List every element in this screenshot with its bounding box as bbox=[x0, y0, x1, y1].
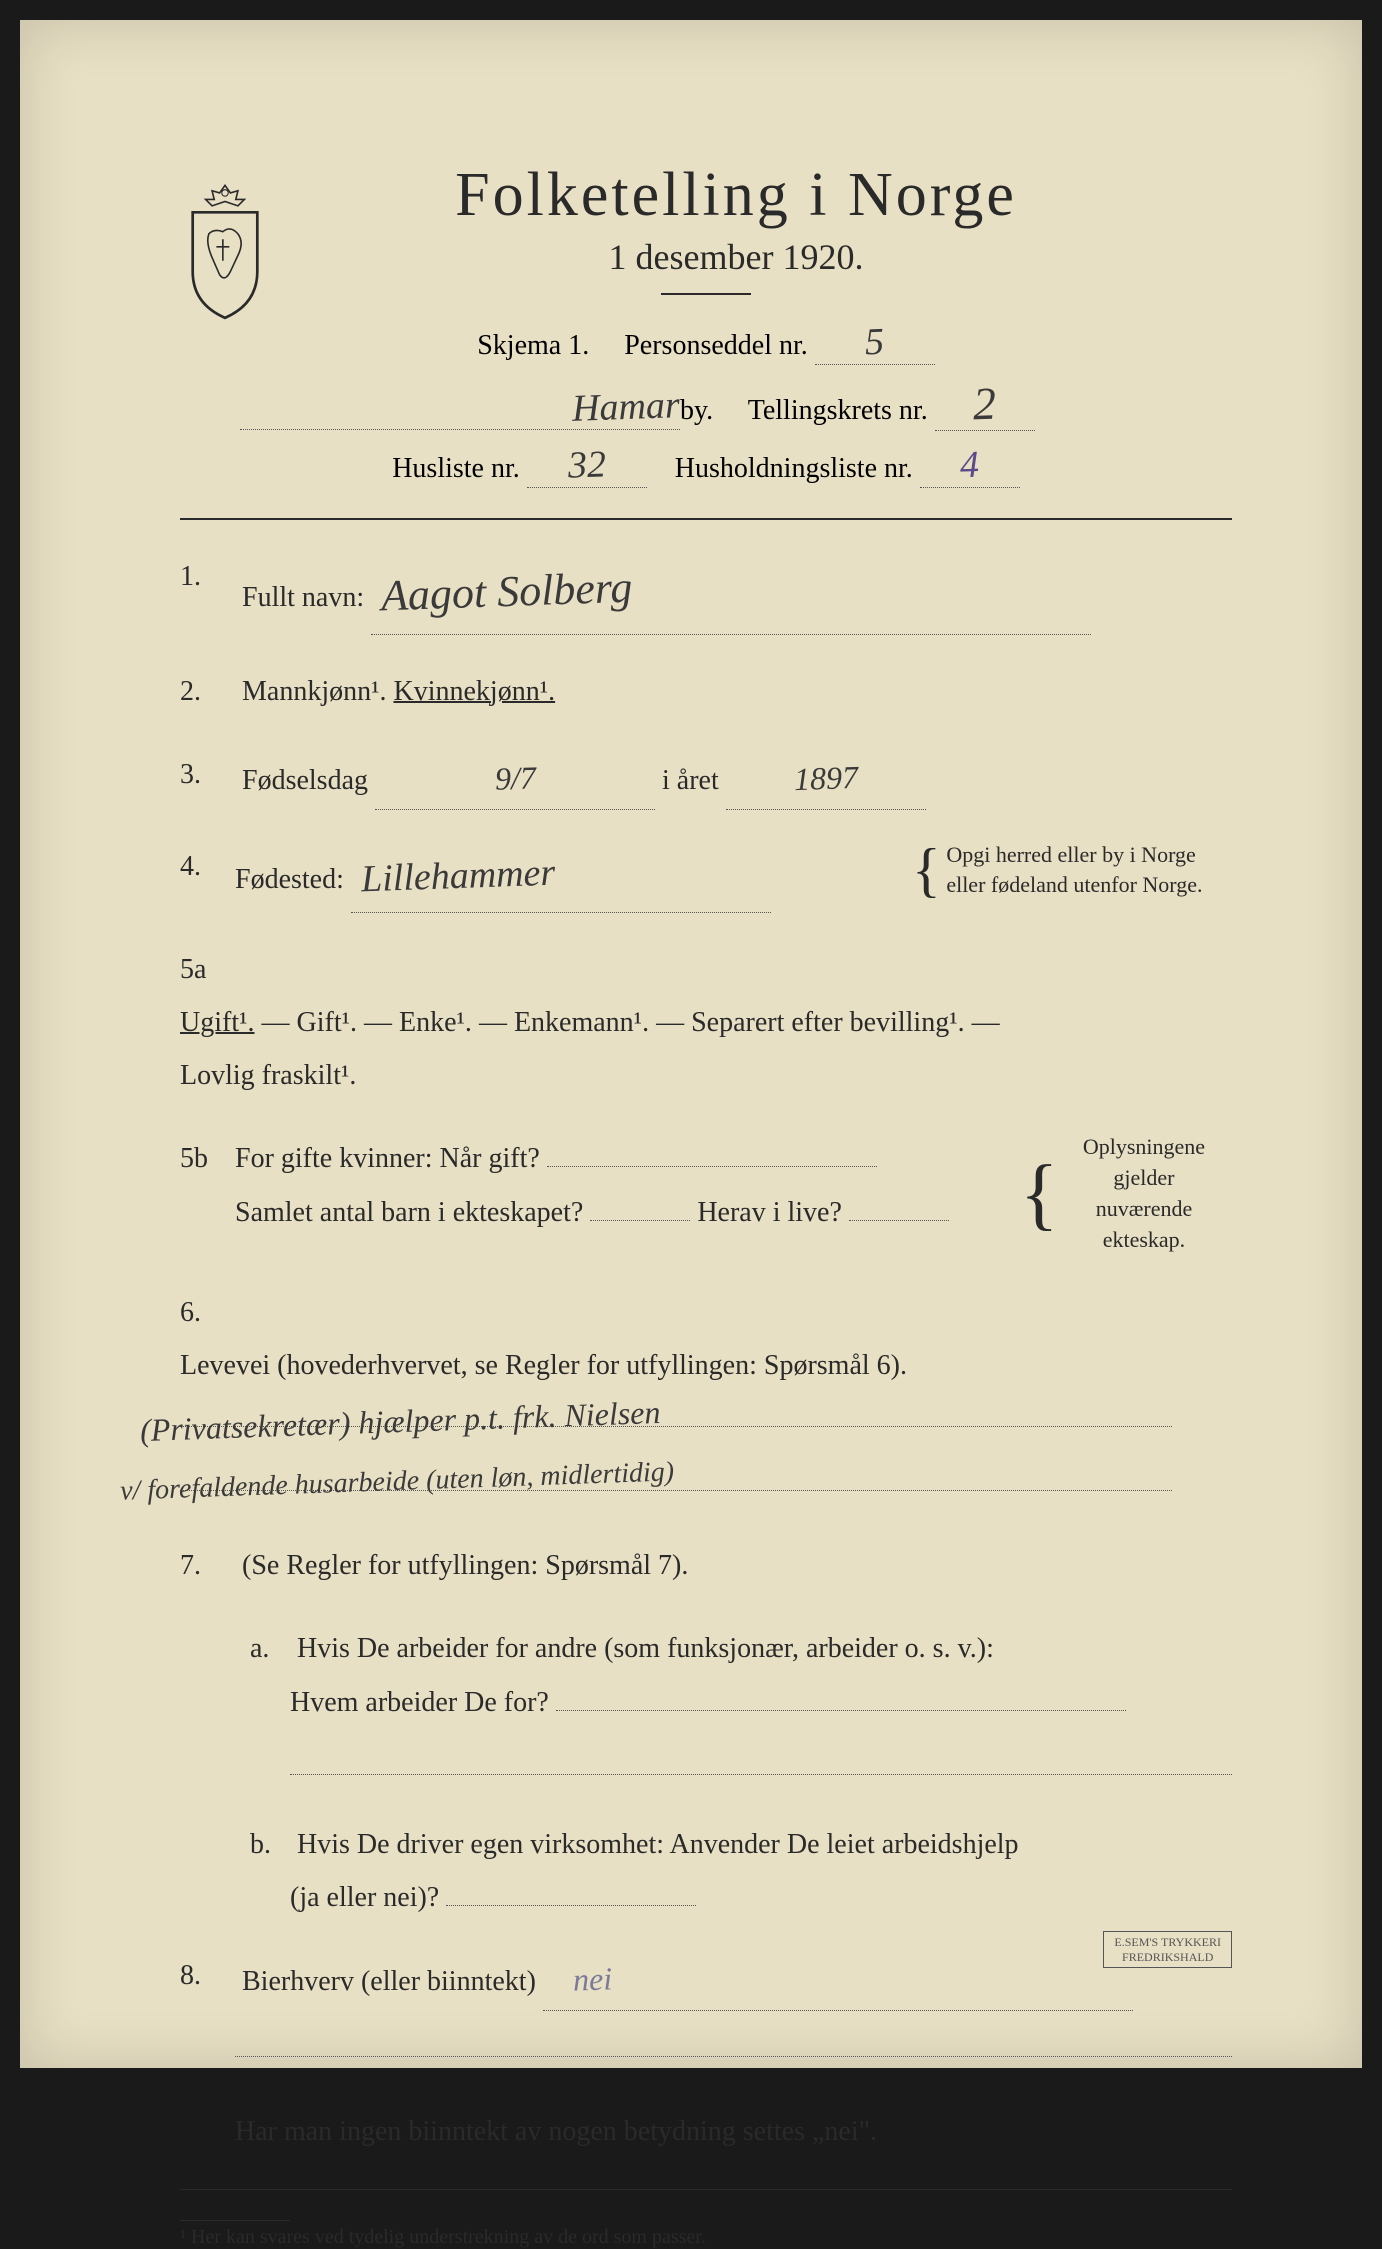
q5a-enkemann: Enkemann¹. bbox=[514, 1007, 649, 1038]
q4-label: Fødested: bbox=[235, 864, 344, 895]
personseddel-value: 5 bbox=[865, 320, 886, 365]
q3-num: 3. bbox=[180, 748, 235, 801]
q1-num: 1. bbox=[180, 550, 235, 603]
question-2: 2. Mannkjønn¹. Kvinnekjønn¹. bbox=[180, 665, 1232, 718]
q5a-separert: Separert efter bevilling¹. bbox=[691, 1007, 965, 1038]
q5a-num: 5a bbox=[180, 943, 235, 996]
footnote-section: ¹ Her kan svares ved tydelig understrekn… bbox=[180, 2220, 1232, 2249]
q7a-text1: Hvis De arbeider for andre (som funksjon… bbox=[297, 1633, 994, 1664]
main-divider bbox=[180, 518, 1232, 520]
q8-num: 8. bbox=[180, 1949, 235, 2002]
q4-note2: eller fødeland utenfor Norge. bbox=[946, 872, 1202, 897]
header-divider bbox=[661, 293, 751, 295]
question-5b: 5b For gifte kvinner: Når gift? Samlet a… bbox=[180, 1132, 1232, 1255]
tellingskrets-value: 2 bbox=[972, 377, 997, 431]
q7a-label: a. bbox=[250, 1622, 290, 1675]
q5b-note1: Oplysningene bbox=[1083, 1134, 1205, 1159]
q7b-text1: Hvis De driver egen virksomhet: Anvender… bbox=[297, 1829, 1019, 1860]
question-8: 8. Bierhverv (eller biinntekt) nei bbox=[180, 1949, 1232, 2075]
q3-label: Fødselsdag bbox=[242, 765, 368, 796]
q4-num: 4. bbox=[180, 840, 235, 893]
biinntekt-note: Har man ingen biinntekt av nogen betydni… bbox=[235, 2116, 877, 2147]
tellingskrets-label: Tellingskrets nr. bbox=[748, 395, 928, 426]
stamp-line2: FREDRIKSHALD bbox=[1122, 1950, 1213, 1964]
q7b-label: b. bbox=[250, 1818, 290, 1871]
q5a-gift: Gift¹. bbox=[297, 1007, 358, 1038]
question-6: 6. Levevei (hovederhvervet, se Regler fo… bbox=[180, 1286, 1232, 1510]
question-4: 4. Fødested: Lillehammer { Opgi herred e… bbox=[180, 840, 1232, 913]
q1-value: Aagot Solberg bbox=[380, 546, 634, 638]
footer-note: Har man ingen biinntekt av nogen betydni… bbox=[235, 2105, 1232, 2158]
q8-value: nei bbox=[572, 1949, 613, 2011]
q2-mann: Mannkjønn¹. bbox=[242, 676, 387, 707]
by-value: Hamar bbox=[572, 383, 681, 431]
q5a-enke: Enke¹. bbox=[399, 1007, 472, 1038]
q5b-label1: For gifte kvinner: Når gift? bbox=[235, 1143, 540, 1174]
q5a-ugift: Ugift¹. bbox=[180, 1007, 255, 1038]
q5b-label3: Herav i live? bbox=[697, 1197, 842, 1228]
question-5a: 5a Ugift¹. — Gift¹. — Enke¹. — Enkemann¹… bbox=[180, 943, 1232, 1103]
meta-block: Skjema 1. Personseddel nr. 5 Hamar by. T… bbox=[180, 320, 1232, 488]
by-label: by. bbox=[680, 395, 713, 426]
bottom-divider bbox=[180, 2189, 1232, 2190]
census-form-page: Folketelling i Norge 1 desember 1920. Sk… bbox=[20, 20, 1362, 2068]
q1-label: Fullt navn: bbox=[242, 582, 364, 613]
husholdning-label: Husholdningsliste nr. bbox=[675, 453, 913, 484]
q5b-label2: Samlet antal barn i ekteskapet? bbox=[235, 1197, 583, 1228]
q5b-num: 5b bbox=[180, 1132, 235, 1185]
personseddel-label: Personseddel nr. bbox=[624, 330, 808, 361]
q2-kvinne: Kvinnekjønn¹. bbox=[394, 676, 556, 707]
question-7a: a. Hvis De arbeider for andre (som funks… bbox=[250, 1622, 1232, 1793]
q7-num: 7. bbox=[180, 1539, 235, 1592]
q7-label: (Se Regler for utfyllingen: Spørsmål 7). bbox=[242, 1550, 688, 1581]
question-7b: b. Hvis De driver egen virksomhet: Anven… bbox=[250, 1818, 1232, 1924]
q3-year: 1897 bbox=[793, 747, 859, 810]
footnote-text: ¹ Her kan svares ved tydelig understrekn… bbox=[180, 2226, 706, 2248]
q7a-text2: Hvem arbeider De for? bbox=[290, 1687, 549, 1718]
q5a-fraskilt: Lovlig fraskilt¹. bbox=[180, 1060, 356, 1091]
husholdning-value: 4 bbox=[960, 443, 981, 488]
printer-stamp: E.SEM'S TRYKKERI FREDRIKSHALD bbox=[1103, 1931, 1232, 1968]
q6-label: Levevei (hovederhvervet, se Regler for u… bbox=[180, 1350, 907, 1381]
question-1: 1. Fullt navn: Aagot Solberg bbox=[180, 550, 1232, 635]
question-3: 3. Fødselsdag 9/7 i året 1897 bbox=[180, 748, 1232, 810]
stamp-line1: E.SEM'S TRYKKERI bbox=[1114, 1935, 1221, 1949]
subtitle-date: 1 desember 1920. bbox=[240, 236, 1232, 278]
q2-num: 2. bbox=[180, 665, 235, 718]
q3-year-label: i året bbox=[662, 765, 719, 796]
brace-icon-2: { bbox=[1020, 1162, 1058, 1226]
q6-num: 6. bbox=[180, 1286, 235, 1339]
q5b-note2: gjelder nuværende bbox=[1096, 1165, 1193, 1221]
brace-icon: { bbox=[912, 846, 941, 894]
husliste-label: Husliste nr. bbox=[392, 453, 520, 484]
q3-day: 9/7 bbox=[493, 747, 536, 809]
husliste-value: 32 bbox=[567, 442, 607, 487]
skjema-label: Skjema 1. bbox=[477, 330, 589, 361]
q8-label: Bierhverv (eller biinntekt) bbox=[242, 1966, 536, 1997]
main-title: Folketelling i Norge bbox=[240, 160, 1232, 231]
coat-of-arms-icon bbox=[170, 180, 280, 320]
q4-note1: Opgi herred eller by i Norge bbox=[946, 842, 1195, 867]
q7b-text2: (ja eller nei)? bbox=[290, 1882, 439, 1913]
q5b-note3: ekteskap. bbox=[1103, 1227, 1185, 1252]
form-header: Folketelling i Norge 1 desember 1920. Sk… bbox=[180, 160, 1232, 488]
question-7: 7. (Se Regler for utfyllingen: Spørsmål … bbox=[180, 1539, 1232, 1592]
q4-value: Lillehammer bbox=[360, 836, 557, 915]
